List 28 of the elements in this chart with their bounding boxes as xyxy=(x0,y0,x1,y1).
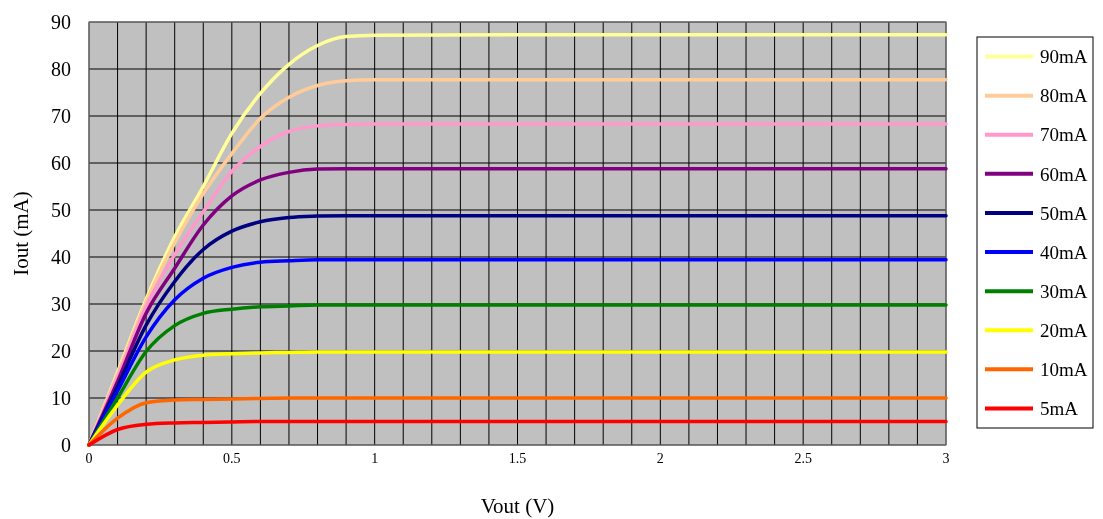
legend-label: 90mA xyxy=(1040,46,1088,68)
y-axis-title: Iout (mA) xyxy=(9,191,33,276)
legend-label: 30mA xyxy=(1040,280,1088,302)
y-tick-label: 20 xyxy=(51,340,71,362)
legend-label: 60mA xyxy=(1040,163,1088,185)
y-tick-label: 50 xyxy=(51,199,71,221)
y-tick-label: 70 xyxy=(51,105,71,127)
legend-label: 10mA xyxy=(1040,359,1088,380)
legend-label: 40mA xyxy=(1040,241,1088,263)
y-tick-label: 10 xyxy=(51,387,71,409)
y-tick-label: 80 xyxy=(51,58,71,80)
legend-label: 50mA xyxy=(1040,202,1088,224)
x-tick-label: 3 xyxy=(942,451,950,466)
y-tick-label: 60 xyxy=(51,152,71,174)
x-tick-label: 2 xyxy=(656,451,664,466)
y-tick-label: 90 xyxy=(51,11,71,33)
x-tick-label: 1.5 xyxy=(508,451,527,466)
y-tick-label: 40 xyxy=(51,246,71,268)
legend-label: 20mA xyxy=(1040,319,1088,341)
x-tick-label: 1 xyxy=(371,451,379,466)
x-tick-label: 0 xyxy=(85,451,93,466)
x-tick-label: 0.5 xyxy=(223,451,241,466)
y-tick-label: 30 xyxy=(51,293,71,315)
legend-label: 70mA xyxy=(1040,124,1088,146)
x-axis-title: Vout (V) xyxy=(480,494,555,518)
legend-label: 80mA xyxy=(1040,85,1088,107)
legend-label: 5mA xyxy=(1040,398,1079,420)
x-tick-label: 2.5 xyxy=(794,451,812,466)
